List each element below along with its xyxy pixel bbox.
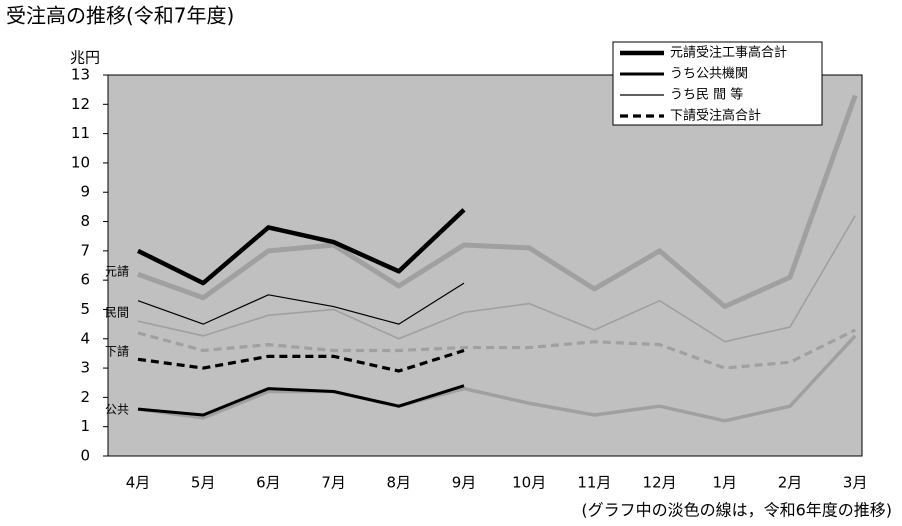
series-line bbox=[137, 208, 466, 286]
x-tick-label: 4月 bbox=[126, 474, 151, 492]
y-tick-label: 7 bbox=[80, 241, 90, 259]
previous-year-line bbox=[137, 94, 858, 310]
y-tick-label: 5 bbox=[80, 300, 90, 318]
y-tick-label: 11 bbox=[71, 124, 90, 142]
x-tick-label: 3月 bbox=[843, 474, 868, 492]
x-tick-label: 2月 bbox=[778, 474, 803, 492]
series-line bbox=[137, 348, 465, 373]
series-line bbox=[137, 282, 465, 325]
chart-title: 受注高の推移(令和7年度) bbox=[6, 4, 234, 28]
legend-label: 元請受注工事高合計 bbox=[670, 45, 787, 61]
y-tick-label: 12 bbox=[71, 95, 90, 113]
y-tick-label: 1 bbox=[80, 417, 90, 435]
x-tick-label: 9月 bbox=[452, 474, 477, 492]
x-tick-label: 1月 bbox=[713, 474, 738, 492]
x-tick-label: 10月 bbox=[512, 474, 546, 492]
y-tick-label: 4 bbox=[80, 329, 90, 347]
legend-label: 下請受注高合計 bbox=[670, 108, 761, 124]
x-tick-label: 12月 bbox=[643, 474, 677, 492]
line-label: 民間 bbox=[105, 306, 129, 320]
x-tick-label: 6月 bbox=[256, 474, 281, 492]
x-tick-label: 7月 bbox=[321, 474, 346, 492]
previous-year-line bbox=[137, 328, 856, 370]
y-tick-label: 9 bbox=[80, 183, 90, 201]
y-tick-label: 3 bbox=[80, 359, 90, 377]
series-line bbox=[137, 384, 465, 417]
line-label: 公共 bbox=[105, 403, 129, 417]
x-tick-label: 5月 bbox=[191, 474, 216, 492]
previous-year-line bbox=[137, 215, 856, 343]
y-tick-label: 8 bbox=[80, 212, 90, 230]
line-label: 下請 bbox=[105, 345, 129, 359]
x-tick-label: 8月 bbox=[387, 474, 412, 492]
y-tick-label: 6 bbox=[80, 271, 90, 289]
previous-year-line bbox=[137, 334, 857, 423]
y-tick-label: 2 bbox=[80, 388, 90, 406]
note: (グラフ中の淡色の線は，令和6年度の推移) bbox=[581, 501, 892, 520]
line-label: 元請 bbox=[105, 265, 129, 279]
legend-label: うち民 間 等 bbox=[670, 87, 743, 103]
y-tick-label: 10 bbox=[71, 153, 90, 171]
y-tick-label: 0 bbox=[80, 447, 90, 465]
y-tick-label: 13 bbox=[71, 66, 90, 84]
legend-label: うち公共機関 bbox=[670, 67, 748, 82]
y-axis-label: 兆円 bbox=[70, 49, 100, 67]
x-tick-label: 11月 bbox=[577, 474, 611, 492]
legend-box bbox=[612, 41, 823, 126]
